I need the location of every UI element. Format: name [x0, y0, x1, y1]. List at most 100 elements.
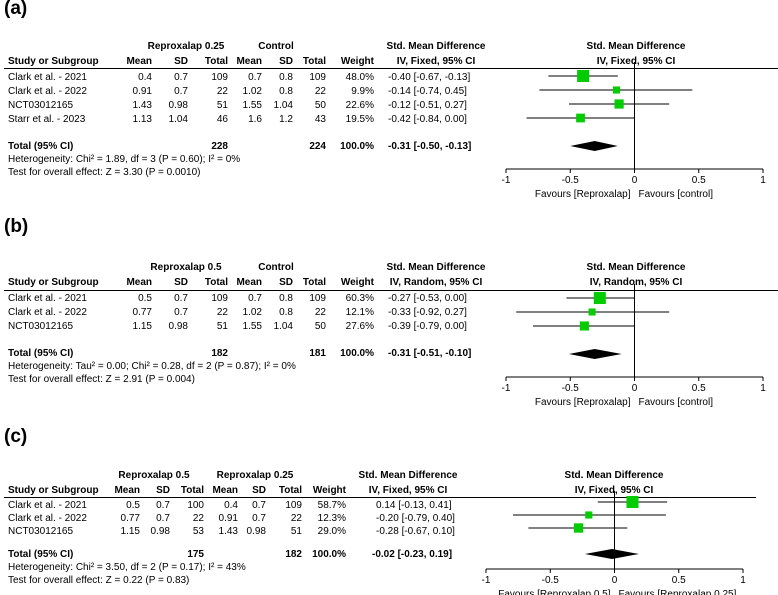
total-n2: 182 — [285, 549, 302, 560]
forest-plot-c: -1 -0.5 0 0.5 1 Favours [Reproxalap 0.5] Favou… — [482, 491, 746, 595]
overall-effect: Test for overall effect: Z = 2.91 (P = 0… — [8, 374, 195, 385]
col-mean1-header: Mean — [126, 277, 152, 288]
sd2: 0.7 — [252, 500, 266, 511]
forest-panel-b: (b) Reproxalap 0.5 Control Std. Mean Dif… — [0, 214, 778, 414]
mean2: 1.55 — [242, 321, 262, 332]
col-total1-header: Total — [204, 56, 228, 67]
ci-text: -0.20 [-0.79, 0.40] — [376, 513, 455, 524]
favours-left-label: Favours [Reproxalap] — [535, 397, 631, 408]
group2-header: Control — [258, 41, 294, 52]
weight-square — [573, 523, 584, 533]
favours-right-label: Favours [control] — [639, 397, 714, 408]
total2: 50 — [314, 321, 326, 332]
tick-label: 1 — [740, 575, 746, 586]
weight: 48.0% — [345, 72, 374, 83]
ci-text: 0.14 [-0.13, 0.41] — [376, 500, 452, 511]
effect-method: IV, Fixed, 95% CI — [368, 485, 448, 496]
tick-label: 1 — [760, 175, 766, 186]
col-total2-header: Total — [302, 277, 326, 288]
weight-square — [626, 496, 639, 508]
col-total2-header: Total — [278, 485, 302, 496]
weight-square — [576, 113, 585, 123]
col-mean2-header: Mean — [212, 485, 238, 496]
total2: 109 — [309, 293, 326, 304]
total2: 50 — [314, 100, 326, 111]
col-mean1-header: Mean — [114, 485, 140, 496]
tick-label: -1 — [502, 175, 511, 186]
mean1: 0.5 — [126, 500, 140, 511]
mean1: 1.15 — [132, 321, 152, 332]
total2: 109 — [285, 500, 302, 511]
col-study-header: Study or Subgroup — [8, 277, 99, 288]
weight-square — [585, 511, 593, 519]
weight: 29.0% — [317, 526, 346, 537]
col-mean1-header: Mean — [126, 56, 152, 67]
ci-text: -0.28 [-0.67, 0.10] — [376, 526, 455, 537]
panel-label: (b) — [4, 216, 29, 237]
total1: 100 — [187, 500, 204, 511]
mean1: 0.91 — [132, 86, 152, 97]
col-total2-header: Total — [302, 56, 326, 67]
tick-label: 0.5 — [692, 383, 706, 394]
weight-square — [588, 308, 596, 316]
pooled-diamond — [568, 349, 622, 359]
mean1: 0.5 — [138, 293, 152, 304]
ci-text: -0.33 [-0.92, 0.27] — [388, 307, 467, 318]
study-name: Clark et al. - 2022 — [8, 513, 87, 524]
total-weight: 100.0% — [340, 141, 374, 152]
total2: 51 — [290, 526, 302, 537]
study-name: Clark et al. - 2021 — [8, 72, 87, 83]
total1: 109 — [211, 293, 228, 304]
mean2: 0.91 — [218, 513, 238, 524]
col-sd2-header: SD — [279, 56, 293, 67]
plot-effect-title: Std. Mean Difference — [586, 41, 686, 52]
heterogeneity: Heterogeneity: Tau² = 0.00; Chi² = 0.28,… — [8, 361, 296, 372]
effect-title: Std. Mean Difference — [386, 262, 486, 273]
mean1: 1.15 — [120, 526, 140, 537]
group2-header: Reproxalap 0.25 — [216, 470, 294, 481]
col-sd1-header: SD — [156, 485, 170, 496]
weight: 22.6% — [345, 100, 374, 111]
col-total1-header: Total — [180, 485, 204, 496]
mean2: 0.7 — [248, 72, 262, 83]
col-total1-header: Total — [204, 277, 228, 288]
weight-square — [577, 70, 590, 82]
effect-title: Std. Mean Difference — [386, 41, 486, 52]
total1: 51 — [216, 100, 228, 111]
plot-effect-title: Std. Mean Difference — [564, 470, 664, 481]
panel-label: (a) — [4, 0, 28, 19]
mean2: 1.43 — [218, 526, 238, 537]
total2: 109 — [309, 72, 326, 83]
weight: 58.7% — [317, 500, 346, 511]
total-weight: 100.0% — [340, 348, 374, 359]
tick-label: -1 — [502, 383, 511, 394]
sd1: 0.7 — [174, 293, 188, 304]
sd1: 0.7 — [174, 307, 188, 318]
effect-method: IV, Fixed, 95% CI — [396, 56, 476, 67]
mean2: 0.4 — [224, 500, 238, 511]
effect-title: Std. Mean Difference — [358, 470, 458, 481]
study-name: Clark et al. - 2021 — [8, 500, 87, 511]
total1: 22 — [216, 307, 228, 318]
sd1: 0.98 — [168, 321, 188, 332]
tick-label: -1 — [482, 575, 491, 586]
forest-plot-a: -1 -0.5 0 0.5 1 Favours [Reproxalap] Favours [… — [502, 62, 766, 200]
group2-header: Control — [258, 262, 294, 273]
study-name: Clark et al. - 2022 — [8, 307, 87, 318]
total1: 22 — [192, 513, 204, 524]
favours-right-label: Favours [control] — [639, 189, 714, 200]
heterogeneity: Heterogeneity: Chi² = 3.50, df = 2 (P = … — [8, 562, 246, 573]
total-n2: 224 — [309, 141, 326, 152]
mean2: 1.02 — [242, 86, 262, 97]
total1: 51 — [216, 321, 228, 332]
weight: 12.1% — [345, 307, 374, 318]
total2: 22 — [314, 307, 326, 318]
ci-text: -0.27 [-0.53, 0.00] — [388, 293, 467, 304]
header-rule — [4, 68, 778, 69]
study-name: Starr et al. - 2023 — [8, 114, 86, 125]
col-study-header: Study or Subgroup — [8, 56, 99, 67]
sd2: 0.98 — [246, 526, 266, 537]
mean2: 1.55 — [242, 100, 262, 111]
total-label: Total (95% CI) — [8, 348, 74, 359]
forest-panel-c: (c) Reproxalap 0.5 Reproxalap 0.25 Std. … — [0, 426, 778, 595]
